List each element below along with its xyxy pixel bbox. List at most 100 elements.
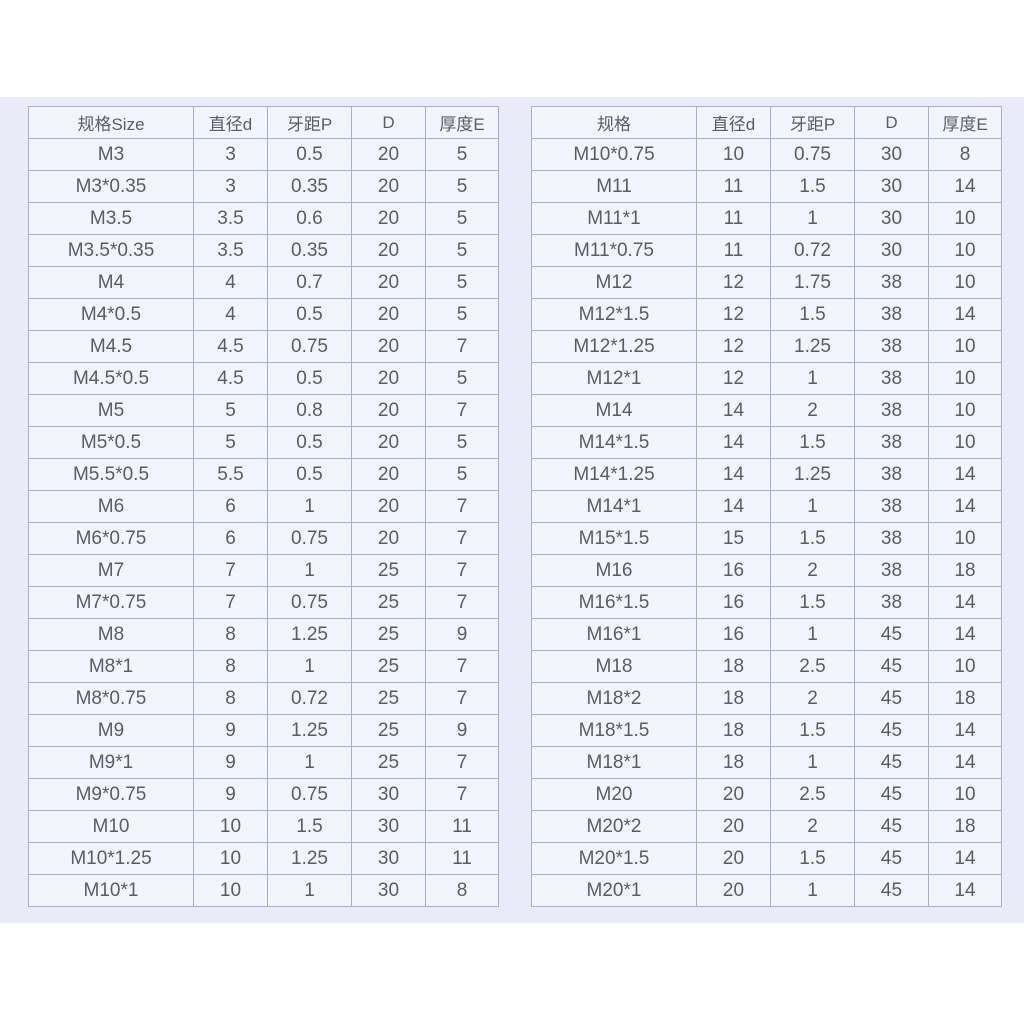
table-cell: 18: [928, 554, 1002, 587]
table-row: M14*1 14 1 38 14: [531, 490, 1002, 523]
table-row: M14*1.25 14 1.25 38 14: [531, 458, 1002, 491]
table-row: M6*0.75 6 0.75 20 7: [28, 522, 499, 555]
table-cell: 18: [696, 682, 771, 715]
table-row: M4.5*0.5 4.5 0.5 20 5: [28, 362, 499, 395]
column-header: 规格Size: [28, 106, 194, 139]
table-cell: 8: [928, 138, 1002, 171]
table-row: M11*1 11 1 30 10: [531, 202, 1002, 235]
table-row: M8*0.75 8 0.72 25 7: [28, 682, 499, 715]
table-cell: 1: [770, 618, 855, 651]
table-cell: 9: [193, 778, 268, 811]
table-cell: 1: [267, 554, 352, 587]
table-row: M9*0.75 9 0.75 30 7: [28, 778, 499, 811]
table-cell: 4.5: [193, 330, 268, 363]
table-cell: 45: [854, 842, 929, 875]
table-cell: M7: [28, 554, 194, 587]
table-cell: M20*1.5: [531, 842, 697, 875]
table-cell: 12: [696, 298, 771, 331]
table-cell: 20: [351, 362, 426, 395]
table-cell: 14: [928, 714, 1002, 747]
table-cell: M4.5: [28, 330, 194, 363]
table-cell: 6: [193, 522, 268, 555]
table-cell: 10: [193, 810, 268, 843]
table-cell: 38: [854, 394, 929, 427]
table-cell: 25: [351, 746, 426, 779]
table-cell: 8: [193, 650, 268, 683]
table-cell: 1.5: [267, 810, 352, 843]
table-cell: 0.5: [267, 138, 352, 171]
table-cell: 20: [351, 266, 426, 299]
table-row: M5.5*0.5 5.5 0.5 20 5: [28, 458, 499, 491]
table-cell: M4*0.5: [28, 298, 194, 331]
table-cell: 1.75: [770, 266, 855, 299]
table-row: M18 18 2.5 45 10: [531, 650, 1002, 683]
table-cell: M4: [28, 266, 194, 299]
table-cell: M11*0.75: [531, 234, 697, 267]
table-cell: M12*1.25: [531, 330, 697, 363]
table-cell: 1.5: [770, 426, 855, 459]
table-cell: 14: [928, 298, 1002, 331]
table-cell: M9*1: [28, 746, 194, 779]
table-row: M7 7 1 25 7: [28, 554, 499, 587]
table-cell: M20: [531, 778, 697, 811]
table-cell: 10: [928, 266, 1002, 299]
table-row: M16*1.5 16 1.5 38 14: [531, 586, 1002, 619]
table-cell: 45: [854, 874, 929, 907]
table-cell: 45: [854, 682, 929, 715]
table-cell: M7*0.75: [28, 586, 194, 619]
table-row: M12 12 1.75 38 10: [531, 266, 1002, 299]
table-cell: 20: [351, 330, 426, 363]
table-row: M10 10 1.5 30 11: [28, 810, 499, 843]
table-cell: 25: [351, 650, 426, 683]
table-cell: 38: [854, 458, 929, 491]
table-cell: 11: [425, 842, 499, 875]
table-cell: 14: [696, 394, 771, 427]
table-cell: 20: [351, 170, 426, 203]
table-cell: 38: [854, 362, 929, 395]
table-row: M8*1 8 1 25 7: [28, 650, 499, 683]
table-row: M3.5*0.35 3.5 0.35 20 5: [28, 234, 499, 267]
table-row: M20*1 20 1 45 14: [531, 874, 1002, 907]
table-cell: 2: [770, 682, 855, 715]
table-cell: 1: [770, 362, 855, 395]
header-row: 规格Size 直径d 牙距P D 厚度E: [28, 106, 499, 139]
table-cell: M9: [28, 714, 194, 747]
table-cell: M9*0.75: [28, 778, 194, 811]
table-row: M4.5 4.5 0.75 20 7: [28, 330, 499, 363]
table-cell: 20: [351, 202, 426, 235]
column-header: D: [351, 106, 426, 139]
table-row: M3*0.35 3 0.35 20 5: [28, 170, 499, 203]
table-row: M12*1 12 1 38 10: [531, 362, 1002, 395]
table-cell: 14: [696, 490, 771, 523]
table-cell: M11: [531, 170, 697, 203]
header-row: 规格 直径d 牙距P D 厚度E: [531, 106, 1002, 139]
table-cell: 7: [193, 586, 268, 619]
table-cell: 6: [193, 490, 268, 523]
table-cell: M20*2: [531, 810, 697, 843]
table-cell: 5: [425, 202, 499, 235]
table-cell: M18: [531, 650, 697, 683]
table-cell: 25: [351, 554, 426, 587]
table-cell: 1.5: [770, 586, 855, 619]
table-cell: 8: [193, 618, 268, 651]
table-cell: 18: [696, 714, 771, 747]
table-cell: 1.5: [770, 170, 855, 203]
table-cell: M18*1.5: [531, 714, 697, 747]
table-row: M12*1.5 12 1.5 38 14: [531, 298, 1002, 331]
table-cell: M5.5*0.5: [28, 458, 194, 491]
table-cell: 1: [267, 874, 352, 907]
table-cell: 18: [696, 650, 771, 683]
table-row: M11*0.75 11 0.72 30 10: [531, 234, 1002, 267]
table-cell: 4.5: [193, 362, 268, 395]
table-cell: 8: [193, 682, 268, 715]
table-cell: M5*0.5: [28, 426, 194, 459]
table-cell: 30: [854, 234, 929, 267]
table-cell: 10: [193, 874, 268, 907]
table-cell: 3: [193, 170, 268, 203]
table-cell: 12: [696, 266, 771, 299]
table-cell: 45: [854, 714, 929, 747]
table-cell: 8: [425, 874, 499, 907]
table-cell: 2.5: [770, 650, 855, 683]
table-cell: 20: [351, 522, 426, 555]
table-cell: 11: [696, 202, 771, 235]
